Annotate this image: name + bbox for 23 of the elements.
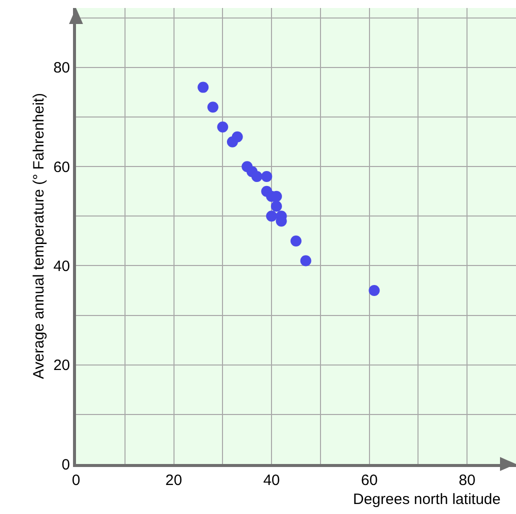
x-axis-title: Degrees north latitude <box>353 491 501 508</box>
point <box>290 235 302 246</box>
point <box>207 102 218 113</box>
point <box>266 210 278 222</box>
point <box>270 200 282 212</box>
point <box>251 171 262 182</box>
x-tick-label: 20 <box>165 472 182 489</box>
x-tick-label: 80 <box>458 472 476 489</box>
point <box>232 131 243 142</box>
y-tick-label: 0 <box>62 456 70 474</box>
y-tick-label: 80 <box>53 60 70 77</box>
x-tick-label: 60 <box>360 472 378 489</box>
point <box>300 255 312 266</box>
x-tick-label: 0 <box>72 472 80 489</box>
point <box>217 121 228 132</box>
y-tick-label: 60 <box>53 158 70 176</box>
point <box>198 82 209 93</box>
x-tick-label: 40 <box>263 472 280 489</box>
y-axis-title: Average annual temperature (° Fahrenheit) <box>30 93 48 379</box>
y-tick-label: 40 <box>53 258 70 275</box>
y-tick-label: 20 <box>53 357 70 374</box>
point <box>261 171 272 182</box>
point <box>368 285 380 296</box>
